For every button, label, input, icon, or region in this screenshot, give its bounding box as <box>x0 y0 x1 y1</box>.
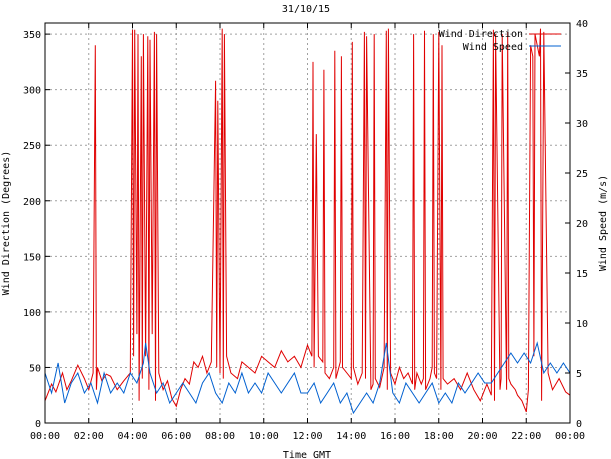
chart-title: 31/10/15 <box>282 4 330 15</box>
series-layer <box>44 28 571 415</box>
y-axis-left-label: Wind Direction (Degrees) <box>1 151 12 296</box>
y-right-tick-label: 5 <box>576 369 582 380</box>
legend-label-direction: Wind Direction <box>439 29 523 40</box>
x-tick-label: 00:00 <box>30 431 60 442</box>
y-right-tick-label: 30 <box>576 119 588 130</box>
y-left-tick-label: 200 <box>23 197 41 208</box>
x-axis-label: Time GMT <box>283 450 331 459</box>
x-tick-label: 00:00 <box>555 431 585 442</box>
series-line-wind-speed <box>44 341 571 415</box>
x-tick-label: 16:00 <box>380 431 410 442</box>
x-tick-label: 22:00 <box>511 431 541 442</box>
x-tick-label: 04:00 <box>117 431 147 442</box>
x-tick-label: 08:00 <box>205 431 235 442</box>
y-right-tick-label: 35 <box>576 69 588 80</box>
y-axis-right-label: Wind Speed (m/s) <box>598 175 609 271</box>
x-tick-label: 18:00 <box>424 431 454 442</box>
x-tick-label: 14:00 <box>336 431 366 442</box>
x-tick-label: 02:00 <box>74 431 104 442</box>
y-right-tick-label: 40 <box>576 19 588 30</box>
tick-layer: 00:00 02:00 04:00 06:00 08:00 10:00 12:00 14:00… <box>23 19 588 442</box>
y-left-tick-label: 150 <box>23 252 41 263</box>
y-left-tick-label: 300 <box>23 86 41 97</box>
legend-label-speed: Wind Speed <box>463 42 523 53</box>
series-line-wind-direction <box>44 28 571 413</box>
y-right-tick-label: 20 <box>576 219 588 230</box>
y-left-tick-label: 0 <box>35 419 41 430</box>
y-right-tick-label: 25 <box>576 169 588 180</box>
x-tick-label: 20:00 <box>467 431 497 442</box>
y-right-tick-label: 15 <box>576 269 588 280</box>
legend: Wind Direction Wind Speed <box>439 29 561 53</box>
y-left-tick-label: 50 <box>29 363 41 374</box>
y-left-tick-label: 250 <box>23 141 41 152</box>
y-left-tick-label: 100 <box>23 308 41 319</box>
y-left-tick-label: 350 <box>23 30 41 41</box>
x-tick-label: 10:00 <box>249 431 279 442</box>
x-tick-label: 06:00 <box>161 431 191 442</box>
x-tick-label: 12:00 <box>292 431 322 442</box>
y-right-tick-label: 10 <box>576 319 588 330</box>
y-right-tick-label: 0 <box>576 419 582 430</box>
